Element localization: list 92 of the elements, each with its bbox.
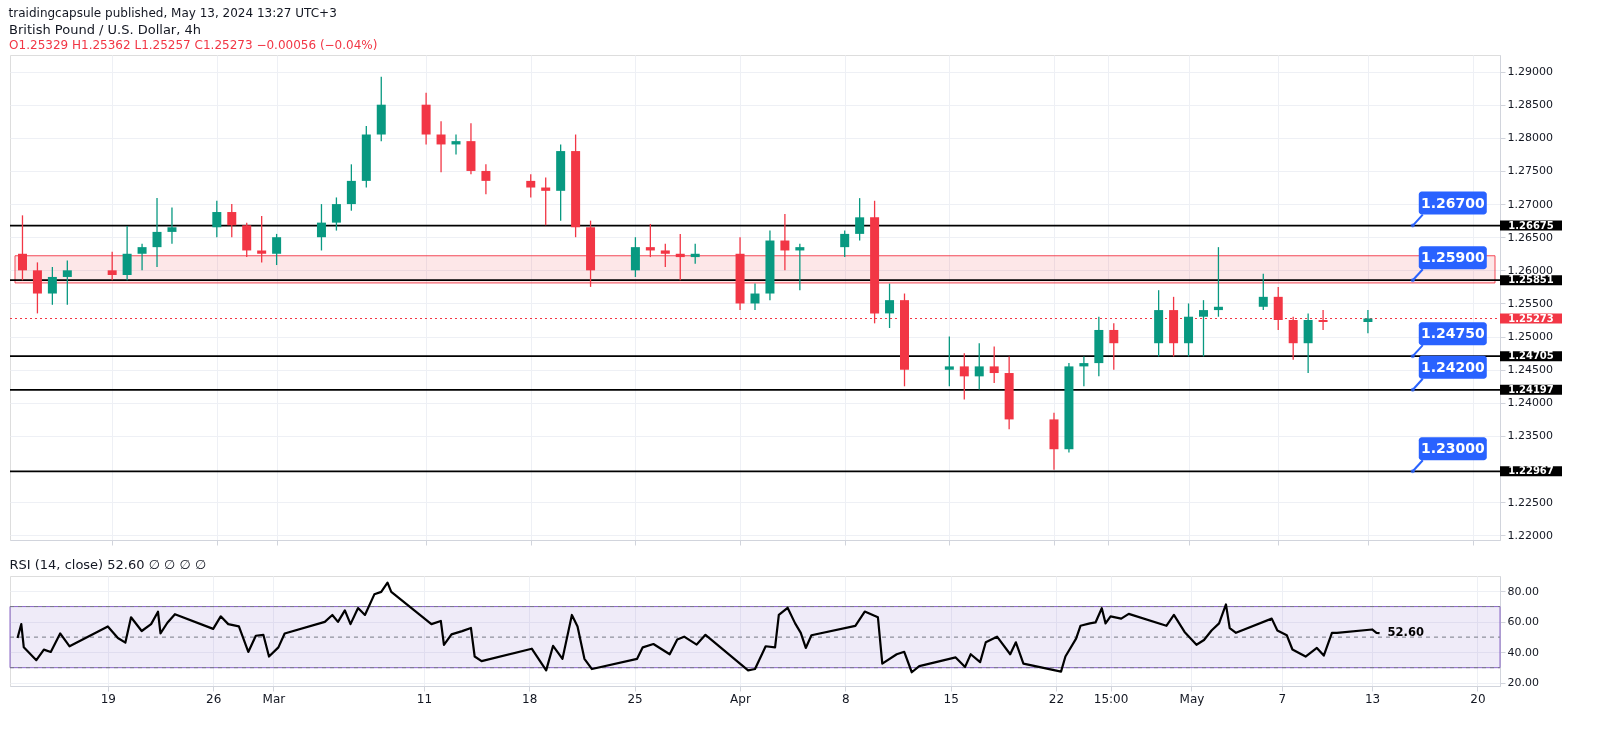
candlestick: [974, 342, 984, 391]
x-tick-label: 7: [1278, 691, 1287, 706]
y-tick-label: 1.27500: [1507, 164, 1553, 178]
x-tick-label: 20: [1470, 691, 1486, 706]
chart-title: British Pound / U.S. Dollar, 4h: [9, 22, 201, 37]
chart-subtitle: O1.25329 H1.25362 L1.25257 C1.25273 −0.00056 (−0.04%): [9, 38, 378, 52]
candlestick: [959, 352, 969, 401]
candlestick: [62, 259, 72, 306]
candlestick: [541, 176, 551, 226]
ref-line-label: 1.22967: [1508, 465, 1554, 477]
candlestick: [675, 233, 685, 281]
candlestick: [137, 243, 147, 271]
candlestick: [1109, 322, 1119, 371]
candlestick: [944, 335, 954, 387]
annotation: 1.24750: [1420, 325, 1485, 342]
candlestick: [780, 213, 790, 271]
x-tick-label: 25: [627, 691, 643, 706]
candlestick: [331, 196, 341, 232]
ref-line-label: 1.26675: [1508, 219, 1554, 231]
candlestick: [451, 133, 461, 156]
annotation: 1.23000: [1420, 440, 1485, 457]
candlestick: [885, 282, 895, 329]
y-tick-label: 1.24500: [1507, 363, 1553, 377]
x-tick-label: 19: [100, 691, 116, 706]
annotation: 1.25900: [1420, 249, 1485, 266]
y-tick-label: 40.00: [1507, 645, 1539, 659]
y-tick-label: 60.00: [1507, 615, 1539, 629]
y-tick-label: 1.22000: [1507, 528, 1553, 542]
text: traidingcapsule published, May 13, 2024 13:27 UTC+3: [8, 5, 337, 20]
x-tick-label: Mar: [262, 691, 286, 706]
candlestick: [212, 200, 222, 238]
candlestick: [855, 197, 865, 242]
annotation: 1.26700: [1420, 194, 1485, 211]
y-tick-label: 80.00: [1507, 584, 1539, 598]
candlestick: [795, 243, 805, 291]
candlestick: [645, 223, 655, 258]
x-tick-label: 15: [943, 691, 959, 706]
candlestick: [750, 282, 760, 311]
annotation: 1.24200: [1420, 358, 1485, 375]
candlestick: [989, 345, 999, 384]
candlestick: [152, 197, 162, 268]
candlestick: [272, 233, 282, 266]
x-tick-label: 8: [841, 691, 850, 706]
candlestick: [107, 251, 117, 281]
ref-line-label: 1.25273: [1508, 312, 1554, 324]
candlestick: [17, 214, 27, 281]
candlestick: [436, 120, 446, 173]
x-tick-label: 18: [522, 691, 538, 706]
x-tick-label: 22: [1048, 691, 1065, 706]
y-tick-label: 1.22500: [1507, 495, 1553, 509]
candlestick: [481, 163, 491, 195]
y-tick-label: 1.28500: [1507, 98, 1553, 112]
x-tick-label: Apr: [730, 691, 751, 706]
candlestick: [1258, 273, 1268, 311]
candlestick: [32, 261, 42, 315]
candlestick: [840, 229, 850, 258]
candlestick: [1273, 286, 1283, 331]
candlestick: [1079, 355, 1089, 387]
y-tick-label: 1.27000: [1507, 197, 1553, 211]
ref-line-label: 1.24197: [1508, 383, 1554, 395]
candlestick: [167, 206, 177, 245]
x-tick-label: 11: [416, 691, 433, 706]
candlestick: [1303, 312, 1313, 374]
candlestick: [316, 203, 326, 252]
y-tick-label: 1.28000: [1507, 131, 1553, 145]
candlestick: [690, 243, 700, 265]
ref-line-label: 1.25851: [1508, 274, 1554, 286]
x-tick-label: May: [1179, 691, 1205, 706]
candlestick: [660, 243, 670, 268]
y-tick-label: 20.00: [1507, 676, 1539, 690]
y-tick-label: 1.29000: [1507, 65, 1553, 79]
x-tick-label: 26: [206, 691, 222, 706]
annotation: 52.60: [1387, 625, 1424, 640]
y-tick-label: 1.25500: [1507, 296, 1553, 310]
ref-line-label: 1.24705: [1508, 350, 1554, 362]
y-tick-label: 1.26500: [1507, 230, 1553, 244]
candlestick: [526, 173, 536, 199]
candlestick: [47, 266, 57, 306]
candlestick: [630, 236, 640, 278]
x-tick-label: 15:00: [1093, 691, 1129, 706]
chart-title: RSI (14, close) 52.60 ∅ ∅ ∅ ∅: [9, 557, 207, 572]
x-tick-label: 13: [1364, 691, 1381, 706]
line-series: [16, 581, 1381, 674]
y-tick-label: 1.23500: [1507, 429, 1553, 443]
candlestick: [257, 215, 267, 264]
y-tick-label: 1.25000: [1507, 330, 1553, 344]
candlestick: [346, 163, 356, 212]
candlestick: [227, 203, 237, 238]
candlestick: [1213, 246, 1223, 318]
candlestick: [1198, 299, 1208, 358]
y-tick-label: 1.24000: [1507, 396, 1553, 410]
candlestick: [122, 225, 132, 281]
